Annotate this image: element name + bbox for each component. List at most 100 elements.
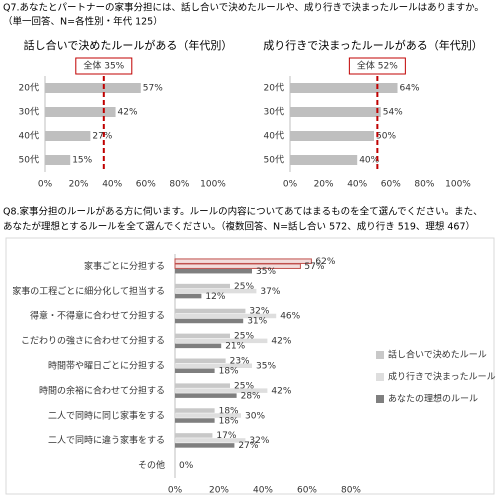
x-tick-label: 0% xyxy=(38,180,53,190)
y-tick-label: 20代 xyxy=(264,83,284,94)
y-tick-label: 30代 xyxy=(19,107,39,118)
y-tick-label: 50代 xyxy=(19,155,39,166)
bar xyxy=(175,443,235,448)
reference-box xyxy=(75,57,133,75)
value-label: 32% xyxy=(249,436,269,446)
bar xyxy=(175,383,230,388)
bar xyxy=(174,263,301,269)
bar xyxy=(175,418,215,423)
value-label: 62% xyxy=(315,257,335,267)
value-label: 31% xyxy=(247,317,267,327)
chart-title: 成り行きで決まったルールがある（年代別） xyxy=(263,38,483,52)
value-label: 30% xyxy=(245,411,265,421)
value-label: 35% xyxy=(256,362,276,372)
x-tick-label: 60% xyxy=(381,180,401,190)
q7-line: Q7.あなたとパートナーの家事分担には、話し合いで決めたルールや、成り行きで決ま… xyxy=(3,2,484,14)
bar xyxy=(174,258,312,264)
legend-label: 話し合いで決めたルール xyxy=(388,349,487,361)
bar xyxy=(175,358,226,363)
y-tick-label: こだわりの強さに合わせて分担する xyxy=(21,335,165,347)
value-label: 40% xyxy=(359,156,379,166)
y-tick-label: 時間帯や曜日ごとに分担する xyxy=(48,360,165,372)
reference-label: 全体 52% xyxy=(357,60,398,72)
value-label: 27% xyxy=(238,441,258,451)
y-tick-label: 家事ごとに分担する xyxy=(84,260,165,272)
bar xyxy=(175,318,244,324)
value-label: 25% xyxy=(234,282,254,292)
x-tick-label: 20% xyxy=(314,180,334,190)
value-label: 27% xyxy=(92,132,112,142)
y-tick-label: 得意・不得意に合わせて分担する xyxy=(30,310,165,322)
y-tick-label: 30代 xyxy=(264,107,284,118)
value-label: 25% xyxy=(234,332,254,342)
value-label: 0% xyxy=(179,461,194,471)
y-tick-label: 40代 xyxy=(264,131,284,142)
value-label: 57% xyxy=(304,262,324,272)
value-label: 18% xyxy=(219,406,239,416)
value-label: 54% xyxy=(383,108,403,118)
q7-line: （単一回答、N=各性別・年代 125） xyxy=(3,16,163,28)
value-label: 32% xyxy=(249,307,269,317)
value-label: 23% xyxy=(230,357,250,367)
bar xyxy=(175,368,215,373)
bar xyxy=(175,413,241,418)
legend-swatch xyxy=(376,351,384,359)
chart-title: 話し合いで決めたルールがある（年代別） xyxy=(24,38,233,52)
bar xyxy=(45,107,116,117)
y-tick-label: 二人で同時に同じ家事をする xyxy=(48,409,165,421)
y-tick-label: その他 xyxy=(138,459,165,471)
bar xyxy=(45,155,71,165)
y-tick-label: 50代 xyxy=(264,155,284,166)
bar xyxy=(175,338,268,344)
value-label: 46% xyxy=(280,312,300,322)
x-tick-label: 80% xyxy=(169,180,189,190)
x-tick-label: 60% xyxy=(297,486,317,496)
y-tick-label: 二人で同時に違う家事をする xyxy=(48,434,165,446)
bar xyxy=(45,131,91,141)
y-tick-label: 時間の余裕に合わせて分担する xyxy=(39,384,165,396)
reference-box xyxy=(348,57,406,75)
bar xyxy=(175,288,257,294)
x-tick-label: 80% xyxy=(341,486,361,496)
value-label: 18% xyxy=(219,367,239,377)
bar xyxy=(175,308,246,314)
bar xyxy=(175,408,215,413)
bar xyxy=(175,388,268,393)
value-label: 18% xyxy=(219,416,239,426)
x-tick-label: 40% xyxy=(253,486,273,496)
x-tick-label: 40% xyxy=(102,180,122,190)
value-label: 28% xyxy=(241,391,261,401)
bar xyxy=(175,283,230,289)
bar xyxy=(175,293,202,299)
value-label: 17% xyxy=(216,431,236,441)
bar xyxy=(45,83,141,93)
x-tick-label: 80% xyxy=(414,180,434,190)
y-tick-label: 家事の工程ごとに細分化して担当する xyxy=(12,285,165,297)
bar xyxy=(290,107,381,117)
value-label: 42% xyxy=(271,337,291,347)
x-tick-label: 0% xyxy=(283,180,298,190)
bar xyxy=(175,433,213,438)
value-label: 25% xyxy=(234,381,254,391)
value-label: 15% xyxy=(72,156,92,166)
x-tick-label: 40% xyxy=(347,180,367,190)
x-tick-label: 20% xyxy=(69,180,89,190)
y-tick-label: 20代 xyxy=(19,83,39,94)
bar xyxy=(290,155,358,165)
value-label: 35% xyxy=(256,267,276,277)
legend-swatch xyxy=(376,395,384,403)
bar xyxy=(175,393,237,398)
x-tick-label: 60% xyxy=(136,180,156,190)
value-label: 42% xyxy=(118,108,138,118)
value-label: 42% xyxy=(271,386,291,396)
value-label: 12% xyxy=(205,292,225,302)
value-label: 21% xyxy=(225,342,245,352)
bar xyxy=(175,333,230,339)
bar xyxy=(175,343,222,349)
reference-label: 全体 35% xyxy=(83,60,124,72)
value-label: 64% xyxy=(400,84,420,94)
x-tick-label: 20% xyxy=(209,486,229,496)
bar xyxy=(290,83,398,93)
legend-swatch xyxy=(376,373,384,381)
